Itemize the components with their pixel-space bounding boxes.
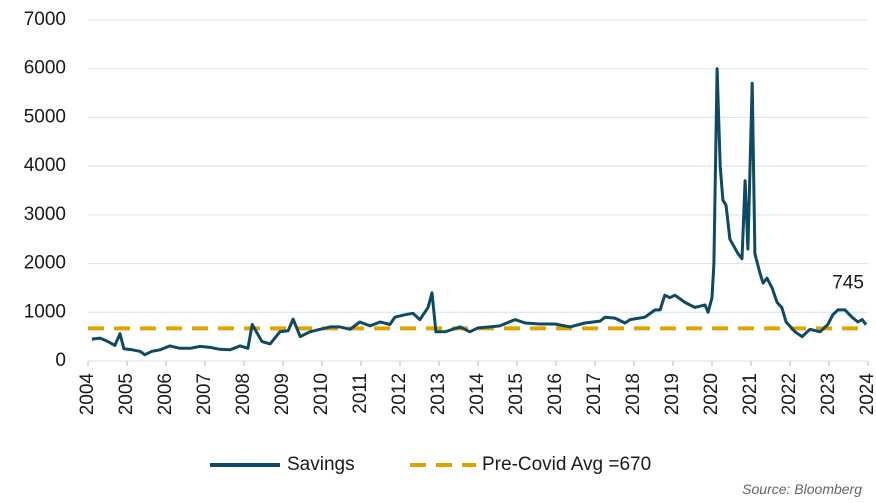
y-tick-label: 3000 (24, 204, 66, 225)
x-tick-label: 2018 (623, 373, 644, 415)
y-tick-label: 0 (55, 350, 66, 371)
x-tick-label: 2010 (311, 373, 332, 415)
savings-line (91, 67, 868, 357)
source-note: Source: Bloomberg (742, 481, 862, 497)
y-tick-label: 4000 (24, 155, 66, 176)
annotation: 745 (832, 273, 864, 294)
y-tick-label: 1000 (24, 301, 66, 322)
x-tick-label: 2016 (545, 373, 566, 415)
x-tick-label: 2008 (233, 373, 254, 415)
x-tick-label: 2007 (194, 373, 215, 415)
x-tick-label: 2022 (779, 373, 800, 415)
x-tick-label: 2021 (740, 373, 761, 415)
x-tick-label: 2024 (857, 373, 876, 416)
y-tick-label: 2000 (24, 253, 66, 274)
x-tick-label: 2012 (389, 373, 410, 415)
x-tick-label: 2009 (272, 373, 293, 415)
y-tick-label: 6000 (24, 58, 66, 79)
y-tick-label: 5000 (24, 106, 66, 127)
x-tick-label: 2019 (662, 373, 683, 415)
x-tick-label: 2017 (584, 373, 605, 415)
x-tick-label: 2015 (506, 373, 527, 415)
x-tick-label: 2004 (77, 373, 98, 416)
x-tick-label: 2023 (818, 373, 839, 415)
y-tick-label: 7000 (24, 9, 66, 30)
x-tick-label: 2005 (116, 373, 137, 415)
legend-label: Pre-Covid Avg =670 (482, 454, 651, 475)
x-tick-label: 2011 (350, 373, 371, 414)
x-tick-label: 2020 (701, 373, 722, 415)
legend-label: Savings (287, 454, 355, 475)
x-tick-label: 2013 (428, 373, 449, 415)
x-tick-label: 2014 (467, 373, 488, 416)
x-tick-label: 2006 (155, 373, 176, 415)
